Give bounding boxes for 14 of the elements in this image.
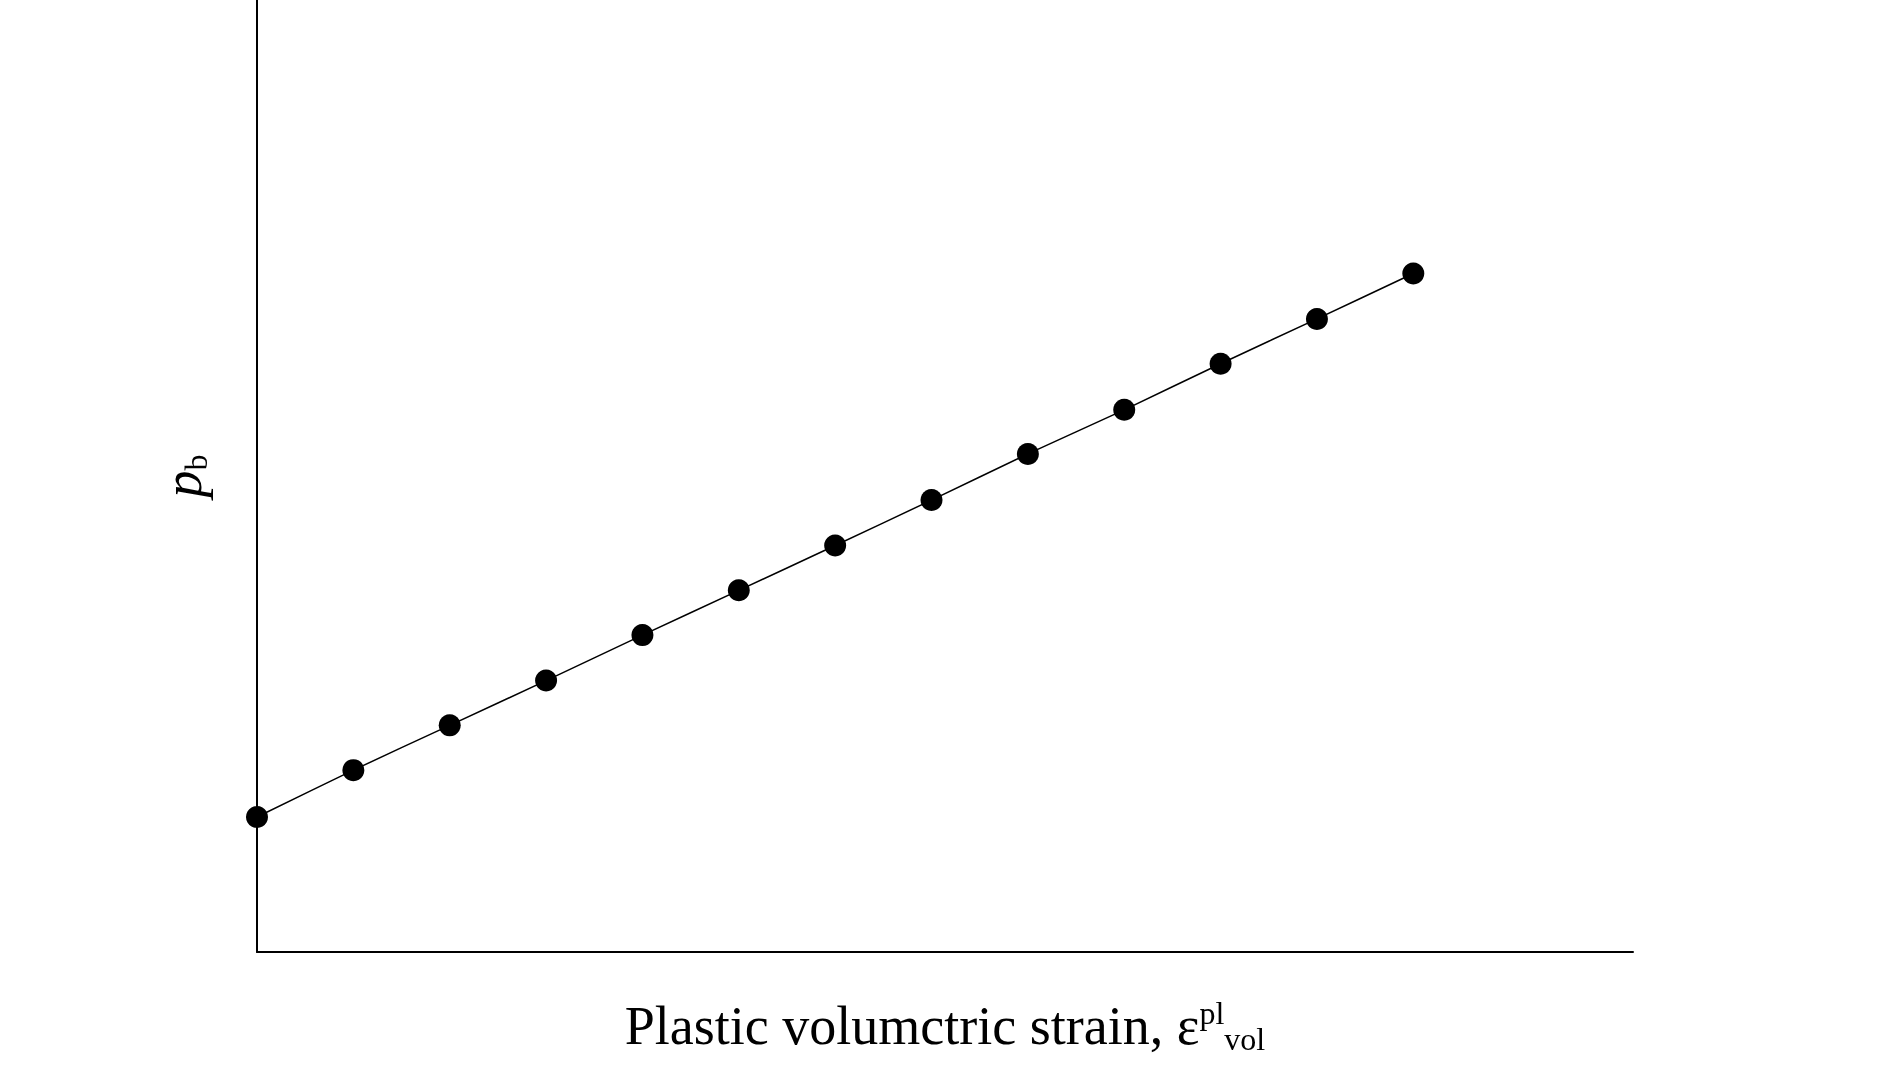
point xyxy=(535,669,558,692)
point xyxy=(1113,398,1136,421)
point xyxy=(1016,442,1039,465)
point xyxy=(438,714,461,737)
point xyxy=(342,759,365,782)
point xyxy=(824,534,847,557)
point xyxy=(920,489,943,512)
point xyxy=(1305,307,1328,330)
point xyxy=(246,805,268,828)
point xyxy=(1402,262,1425,285)
point xyxy=(1209,352,1232,375)
y-axis-title: pb xyxy=(153,454,214,502)
point xyxy=(631,624,654,647)
point xyxy=(727,579,750,602)
